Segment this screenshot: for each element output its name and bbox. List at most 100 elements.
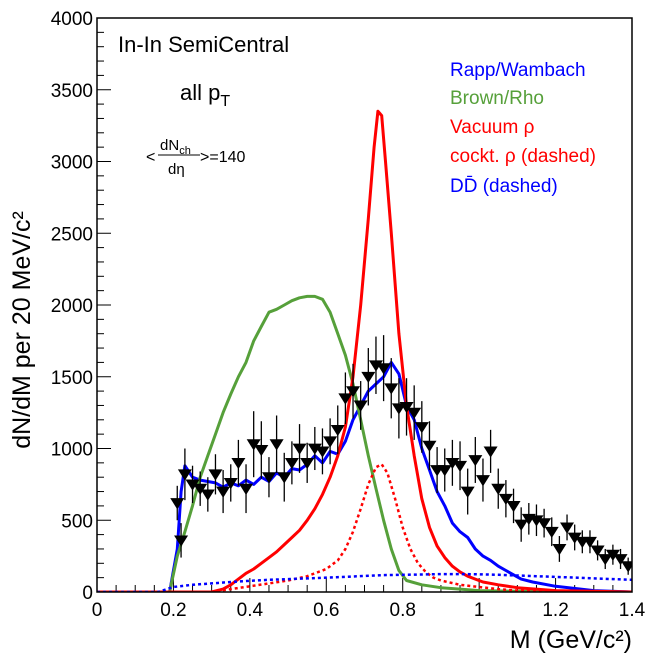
data-point [185, 479, 200, 491]
mult-den: dη [168, 161, 185, 178]
data-point [605, 549, 620, 561]
x-tick-label: 0.8 [390, 600, 416, 621]
data-point [460, 486, 475, 498]
data-point [613, 554, 628, 566]
pt-main: all p [180, 80, 220, 105]
data-point [292, 443, 307, 455]
mult-num: dNch [160, 137, 191, 157]
data-point [537, 518, 552, 530]
data-point [323, 436, 338, 448]
data-point [514, 519, 529, 531]
pt-sub: T [220, 93, 230, 110]
series-layer [97, 109, 632, 592]
plot-frame [96, 17, 633, 593]
data-point [399, 401, 414, 414]
data-point [529, 515, 544, 527]
data-point [200, 489, 215, 501]
y-tick-label: 1000 [51, 440, 93, 461]
data-point [338, 393, 353, 405]
data-point [506, 501, 521, 513]
data-point [483, 446, 498, 458]
mult-lt: < [146, 149, 155, 166]
x-tick-label: 0.6 [313, 600, 339, 621]
data-point [376, 363, 391, 375]
y-axis-title: dN/dM per 20 MeV/c² [8, 211, 36, 449]
data-point [407, 407, 422, 419]
data-point [414, 422, 429, 434]
rapp-wambach-curve [97, 360, 632, 592]
data-point [468, 455, 483, 467]
x-tick-label: 0.4 [237, 600, 264, 621]
data-point [422, 440, 437, 452]
x-tick-label: 1.4 [619, 600, 646, 621]
data-point [560, 522, 575, 534]
data-point [346, 386, 361, 398]
y-tick-label: 2500 [51, 224, 93, 245]
data-point [300, 457, 315, 470]
y-tick-label: 500 [61, 511, 93, 532]
data-point [368, 360, 383, 372]
data-point [261, 472, 276, 484]
multiplicity-label: < dNch dη >=140 [146, 137, 245, 178]
mult-num-main: dN [160, 137, 179, 154]
data-point [384, 383, 399, 395]
data-point [170, 498, 185, 510]
data-point [254, 445, 269, 457]
data-point [361, 371, 376, 384]
data-point [621, 561, 632, 573]
data-point [193, 483, 208, 495]
x-axis-title: M (GeV/c²) [510, 626, 632, 654]
data-point [239, 483, 254, 495]
data-point [223, 478, 238, 490]
measured-points [170, 335, 632, 575]
data-point [445, 457, 460, 470]
legend-brown-rho: Brown/Rho [450, 88, 544, 109]
data-point [216, 486, 231, 498]
data-point [269, 439, 284, 451]
data-point [315, 446, 330, 458]
y-tick-label: 4000 [51, 9, 93, 30]
x-tick-label: 1 [474, 600, 485, 621]
legend-vacuum-rho: Vacuum ρ [450, 117, 535, 138]
legend-rapp-wambach: Rapp/Wambach [450, 60, 586, 81]
y-tick-label: 1500 [51, 368, 93, 389]
data-point [307, 443, 322, 455]
y-tick-label: 0 [82, 583, 93, 604]
y-tick-label: 3000 [51, 153, 93, 174]
y-tick-labels: 0 500 1000 1500 2000 2500 3000 3500 4000 [51, 9, 93, 604]
data-point [330, 424, 345, 437]
data-point [353, 400, 368, 412]
pt-label: all pT [180, 80, 230, 110]
legend-cocktail-rho: cockt. ρ (dashed) [450, 146, 596, 167]
data-point [246, 439, 261, 451]
data-point [284, 457, 299, 470]
system-label: In-In SemiCentral [118, 32, 289, 57]
data-point [453, 460, 468, 473]
data-point [231, 457, 246, 470]
mult-num-sub: ch [179, 145, 191, 157]
y-tick-label: 3500 [51, 81, 93, 102]
x-tick-label: 0 [92, 600, 103, 621]
dd-curve [97, 572, 632, 592]
x-tick-label: 1.2 [542, 600, 568, 621]
data-point [277, 472, 292, 484]
mult-value: >=140 [200, 149, 245, 166]
data-point [590, 545, 605, 557]
vacuum-rho-curve [97, 109, 632, 592]
brown-rho-curve [97, 294, 632, 592]
data-point [491, 483, 506, 495]
data-point [544, 526, 559, 539]
data-point [475, 475, 490, 487]
data-point [567, 532, 582, 544]
data-point [582, 536, 597, 549]
legend-dd: DD̄ (dashed) [450, 176, 558, 197]
y-tick-label: 2000 [51, 296, 93, 317]
x-tick-labels: 0 0.2 0.4 0.6 0.8 1 1.2 1.4 [92, 600, 646, 621]
data-point [177, 469, 192, 481]
legend: Rapp/Wambach Brown/Rho Vacuum ρ cockt. ρ… [450, 60, 596, 197]
data-point [437, 465, 452, 477]
data-point [208, 469, 223, 481]
data-point [174, 535, 189, 547]
data-point [598, 554, 613, 566]
